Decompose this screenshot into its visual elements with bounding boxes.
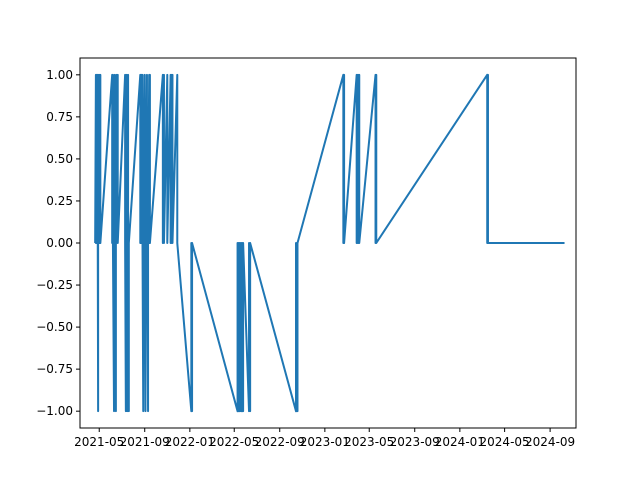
y-tick-label: 0.50 [46, 152, 73, 166]
y-tick-label: −0.25 [36, 278, 73, 292]
y-tick-label: −1.00 [36, 404, 73, 418]
y-tick-label: 1.00 [46, 68, 73, 82]
x-tick-label: 2021-05 [74, 435, 124, 449]
series-line-0 [94, 73, 565, 413]
x-tick-label: 2023-05 [344, 435, 394, 449]
x-tick-label: 2022-01 [165, 435, 215, 449]
y-tick-label: −0.75 [36, 362, 73, 376]
x-tick-label: 2024-09 [525, 435, 575, 449]
x-tick-label: 2023-09 [390, 435, 440, 449]
x-tick-label: 2021-09 [120, 435, 170, 449]
x-tick-label: 2023-01 [300, 435, 350, 449]
y-tick-label: 0.75 [46, 110, 73, 124]
x-tick-label: 2024-01 [435, 435, 485, 449]
y-tick-label: 0.25 [46, 194, 73, 208]
x-tick-label: 2022-05 [209, 435, 259, 449]
x-tick-label: 2024-05 [480, 435, 530, 449]
y-axis: 1.00 0.75 0.50 0.25 0.00 −0.25 −0.50 −0.75 −1.00 [36, 68, 80, 418]
y-tick-label: 0.00 [46, 236, 73, 250]
y-tick-label: −0.50 [36, 320, 73, 334]
x-axis: 2021-052021-092022-012022-052022-092023-… [74, 428, 575, 449]
x-tick-label: 2022-09 [255, 435, 305, 449]
